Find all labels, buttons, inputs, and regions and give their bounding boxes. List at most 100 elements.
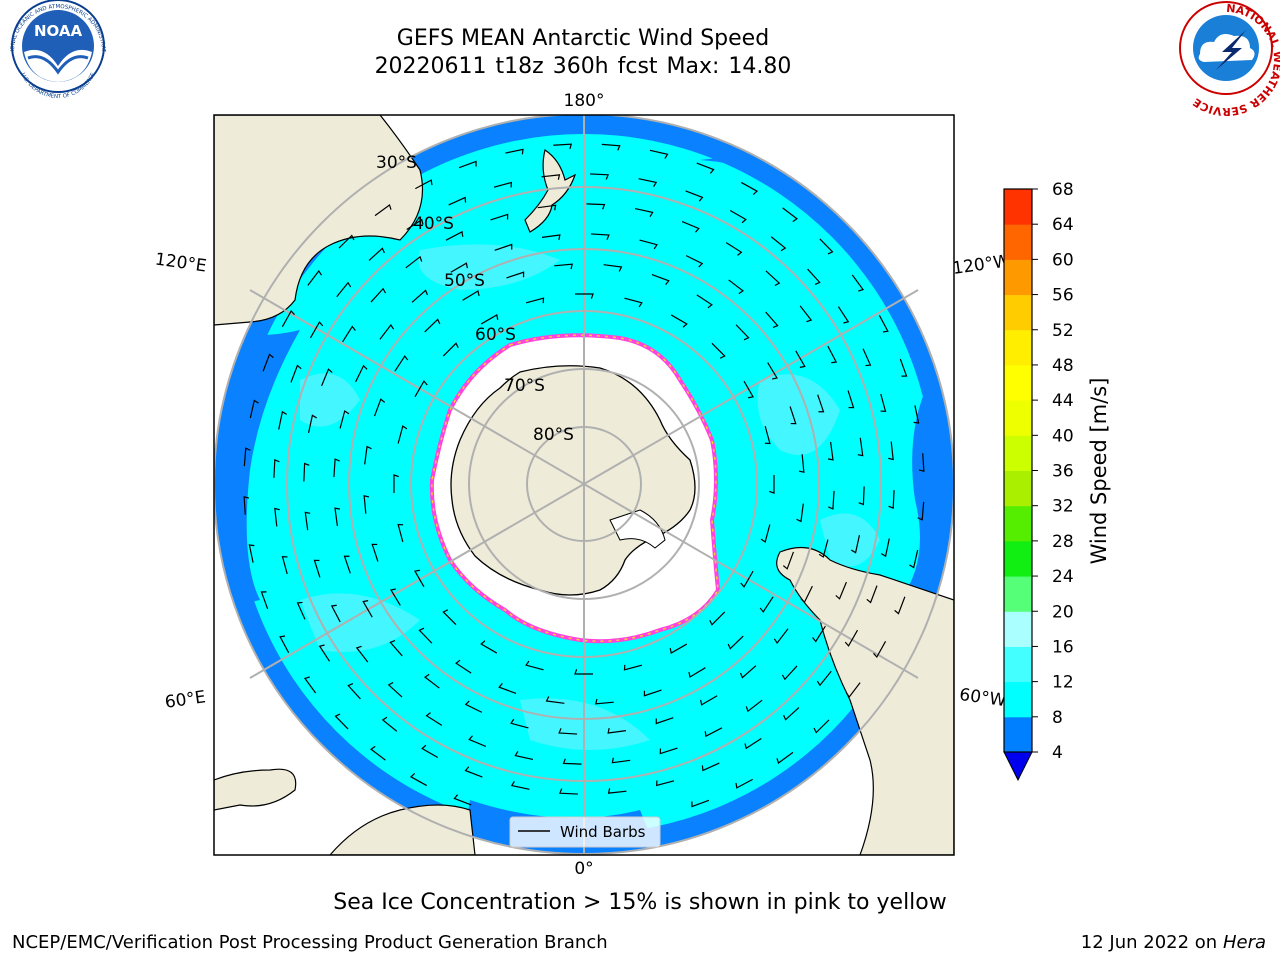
- wind-barb: [818, 539, 829, 558]
- wind-barb: [387, 681, 403, 698]
- wind-barb: [304, 511, 311, 531]
- footer-host: Hera: [1222, 932, 1266, 953]
- wind-barb: [782, 207, 798, 223]
- wind-barb: [510, 718, 529, 729]
- wind-barb: [819, 238, 834, 255]
- wind-barb: [740, 181, 759, 195]
- wind-barb: [769, 475, 775, 494]
- wind-barb: [393, 474, 399, 493]
- wind-barb: [817, 394, 825, 413]
- wind-barb: [343, 555, 351, 574]
- wind-barb: [321, 368, 333, 387]
- lon-label-120w: 120°W: [951, 251, 1011, 279]
- wind-barb: [828, 490, 835, 510]
- wind-barb: [421, 744, 439, 759]
- wind-barb: [336, 281, 352, 298]
- wind-barb: [394, 355, 409, 372]
- colorbar-segment: [1004, 681, 1032, 718]
- wind-barb: [899, 358, 908, 377]
- wind-barb: [424, 318, 441, 333]
- wind-barb: [494, 243, 513, 251]
- wind-barb: [397, 523, 404, 543]
- continents: [214, 115, 954, 855]
- wind-barb: [442, 609, 457, 626]
- wind-barb: [262, 353, 274, 372]
- wind-barb: [735, 778, 753, 789]
- wind-barb: [409, 773, 428, 787]
- lat-label-70s: 70°S: [504, 376, 545, 396]
- lon-label-60e: 60°E: [164, 687, 207, 712]
- colorbar-tick-label: 32: [1052, 497, 1074, 517]
- wind-barb: [541, 234, 561, 241]
- wind-barb: [334, 713, 349, 730]
- wind-barb: [858, 486, 865, 506]
- wind-barb: [313, 559, 321, 578]
- wind-barb: [878, 315, 889, 333]
- colorbar-tick-label: 36: [1052, 462, 1074, 482]
- wind-barb: [765, 270, 781, 287]
- wind-barb: [442, 342, 459, 357]
- wind-barb: [729, 209, 747, 224]
- colorbar-tick-label: 48: [1052, 356, 1074, 376]
- wind-barb: [371, 543, 379, 562]
- wind-barb: [800, 585, 813, 604]
- wind-barb: [851, 274, 865, 292]
- wind-barb: [333, 458, 340, 478]
- wind-barb: [607, 788, 627, 794]
- wind-barb: [303, 676, 317, 694]
- wind-barb: [651, 273, 670, 286]
- wind-barb: [278, 410, 287, 430]
- wind-barb: [423, 673, 440, 689]
- wind-barb: [827, 441, 834, 461]
- wind-barb: [776, 751, 794, 765]
- wind-barb: [696, 162, 715, 174]
- colorbar-segment: [1004, 259, 1032, 296]
- colorbar-tick-label: 20: [1052, 602, 1074, 622]
- wind-barb: [370, 287, 387, 303]
- lon-label-120e: 120°E: [154, 250, 208, 277]
- wind-barb: [813, 719, 830, 734]
- wind-patch-2: [300, 373, 360, 427]
- wind-barb: [514, 751, 534, 761]
- wind-barb: [334, 507, 341, 527]
- wind-barb: [918, 453, 925, 473]
- wind-barb: [696, 294, 713, 309]
- colorbar-segment: [1004, 189, 1032, 225]
- colorbar-segment: [1004, 224, 1032, 260]
- wind-barb: [575, 293, 594, 299]
- wind-barb: [649, 149, 669, 159]
- wind-barb: [558, 728, 578, 735]
- wind-barb: [913, 405, 920, 424]
- wind-barb: [562, 758, 582, 765]
- wind-barb: [425, 712, 443, 726]
- wind-barb: [700, 695, 718, 706]
- wind-barb: [894, 596, 906, 615]
- wind-barb: [590, 233, 610, 240]
- wind-barb: [559, 788, 578, 795]
- footer-credit: NCEP/EMC/Verification Post Processing Pr…: [12, 932, 608, 953]
- wind-barb: [760, 524, 771, 543]
- noaa-logo: NOAA NATIONAL OCEANIC AND ATMOSPHERIC AD…: [0, 0, 106, 100]
- wind-barb: [390, 588, 401, 606]
- colorbar-tick-label: 8: [1052, 708, 1063, 728]
- wind-barb: [307, 270, 323, 286]
- wind-barb: [370, 745, 386, 761]
- wind-barb: [510, 781, 530, 790]
- wind-barb: [389, 639, 403, 657]
- wind-barb: [639, 239, 658, 250]
- wind-barb: [590, 173, 609, 180]
- wind-barb: [406, 218, 424, 231]
- madagascar-land: [214, 768, 297, 811]
- wind-barb: [493, 181, 513, 188]
- wind-barb: [909, 549, 919, 569]
- chart-subtitle: 20220611 t18z 360h fcst Max: 14.80: [374, 54, 792, 79]
- wind-barb: [888, 441, 894, 461]
- colorbar-tick-label: 24: [1052, 567, 1074, 587]
- wind-barb: [770, 236, 787, 252]
- wind-barb: [655, 780, 675, 787]
- wind-barb: [368, 247, 385, 261]
- wind-barb: [773, 628, 789, 645]
- wind-barb: [405, 255, 423, 269]
- wind-barb: [881, 538, 890, 558]
- wind-barb: [525, 297, 545, 304]
